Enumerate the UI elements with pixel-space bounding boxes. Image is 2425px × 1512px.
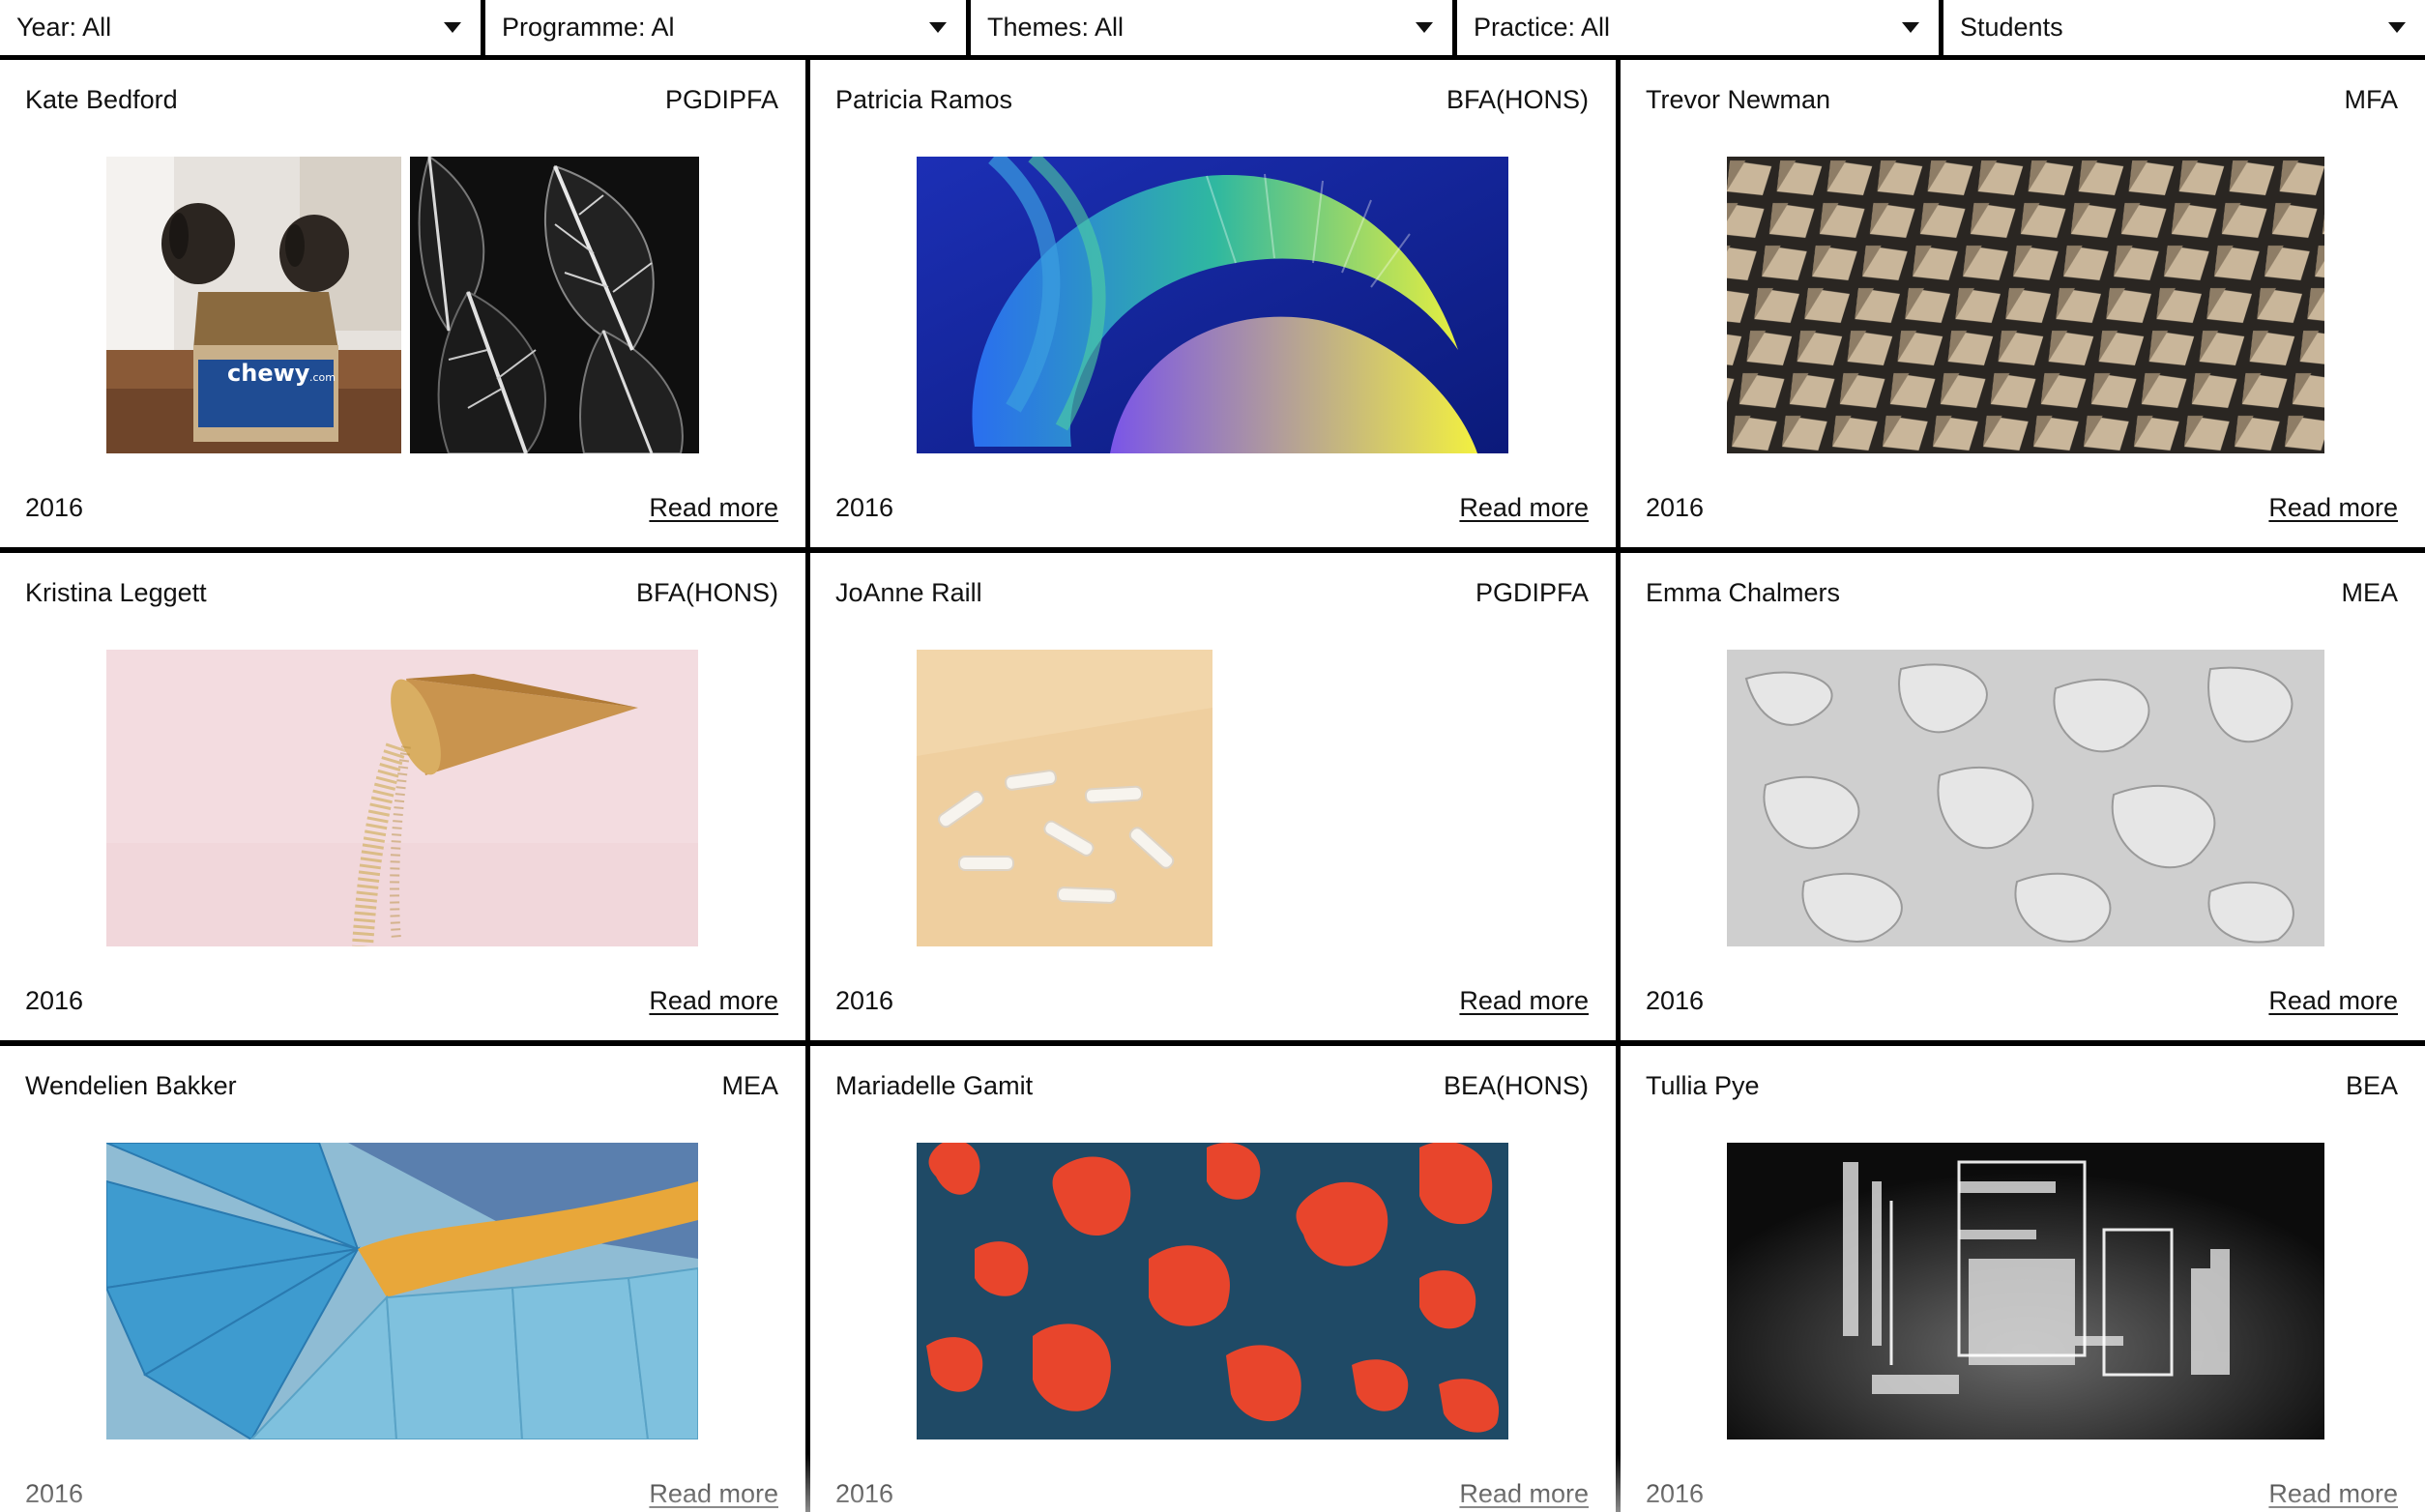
student-name: Kristina Leggett <box>25 578 207 607</box>
student-card: Kate Bedford PGDIPFA chewy .com <box>0 60 805 547</box>
grid-divider <box>805 553 810 1040</box>
programme-label: MFA <box>2344 85 2398 114</box>
year-label: 2016 <box>835 493 894 522</box>
grid-divider <box>0 1040 2425 1046</box>
artwork-image[interactable] <box>1727 650 2324 946</box>
read-more-link[interactable]: Read more <box>1459 1479 1589 1508</box>
year-filter-label: Year: All <box>16 13 112 42</box>
artwork-image[interactable] <box>917 157 1508 453</box>
students-filter-dropdown[interactable]: Students <box>1943 0 2425 55</box>
year-label: 2016 <box>1646 493 1705 522</box>
read-more-link[interactable]: Read more <box>2268 493 2398 522</box>
themes-filter-dropdown[interactable]: Themes: All <box>971 0 1457 55</box>
year-label: 2016 <box>25 1479 84 1508</box>
artwork-image[interactable] <box>106 1143 698 1439</box>
artwork-image[interactable] <box>917 650 1212 946</box>
programme-label: BFA(HONS) <box>1446 85 1589 114</box>
themes-filter-label: Themes: All <box>987 13 1125 42</box>
student-card: Tullia Pye BEA <box>1621 1046 2425 1512</box>
student-name: Mariadelle Gamit <box>835 1071 1034 1100</box>
programme-filter-dropdown[interactable]: Programme: Al <box>485 0 971 55</box>
practice-filter-dropdown[interactable]: Practice: All <box>1457 0 1943 55</box>
student-name: JoAnne Raill <box>835 578 982 607</box>
grid-divider <box>1616 553 1621 1040</box>
caret-down-icon <box>1902 22 1919 33</box>
year-label: 2016 <box>835 1479 894 1508</box>
year-filter-dropdown[interactable]: Year: All <box>0 0 485 55</box>
read-more-link[interactable]: Read more <box>2268 1479 2398 1508</box>
year-label: 2016 <box>1646 986 1705 1015</box>
student-name: Tullia Pye <box>1646 1071 1760 1100</box>
year-label: 2016 <box>835 986 894 1015</box>
programme-label: PGDIPFA <box>1475 578 1589 607</box>
student-name: Wendelien Bakker <box>25 1071 237 1100</box>
programme-label: MEA <box>2341 578 2398 607</box>
students-filter-label: Students <box>1960 13 2063 42</box>
filter-bar: Year: All Programme: Al Themes: All Prac… <box>0 0 2425 60</box>
grid-divider <box>805 1046 810 1512</box>
grid-divider <box>1616 1046 1621 1512</box>
caret-down-icon <box>2388 22 2406 33</box>
read-more-link[interactable]: Read more <box>1459 986 1589 1015</box>
student-name: Emma Chalmers <box>1646 578 1841 607</box>
programme-label: MEA <box>721 1071 778 1100</box>
artwork-image[interactable] <box>917 1143 1508 1439</box>
student-card: Patricia Ramos BFA(HONS) <box>810 60 1616 547</box>
artwork-image[interactable]: chewy .com <box>106 157 401 453</box>
read-more-link[interactable]: Read more <box>649 493 778 522</box>
student-card: JoAnne Raill PGDIPFA 2016 Read more <box>810 553 1616 1040</box>
grid-divider <box>1616 60 1621 547</box>
read-more-link[interactable]: Read more <box>649 986 778 1015</box>
caret-down-icon <box>1416 22 1433 33</box>
year-label: 2016 <box>1646 1479 1705 1508</box>
programme-label: BEA <box>2345 1071 2398 1100</box>
student-name: Patricia Ramos <box>835 85 1013 114</box>
grid-divider <box>0 547 2425 553</box>
grid-divider <box>805 60 810 547</box>
artwork-image[interactable] <box>1727 1143 2324 1439</box>
student-card: Kristina Leggett BFA(HONS) 2016 Read mor… <box>0 553 805 1040</box>
programme-label: BFA(HONS) <box>635 578 778 607</box>
student-card: Wendelien Bakker MEA <box>0 1046 805 1512</box>
programme-filter-label: Programme: Al <box>502 13 675 42</box>
student-name: Trevor Newman <box>1646 85 1831 114</box>
student-card: Trevor Newman MFA 2016 Read more <box>1621 60 2425 547</box>
practice-filter-label: Practice: All <box>1474 13 1611 42</box>
year-label: 2016 <box>25 986 84 1015</box>
read-more-link[interactable]: Read more <box>649 1479 778 1508</box>
caret-down-icon <box>929 22 947 33</box>
svg-text:chewy: chewy <box>227 360 310 387</box>
caret-down-icon <box>444 22 461 33</box>
artwork-image[interactable] <box>1727 157 2324 453</box>
student-card: Emma Chalmers MEA 2016 Read <box>1621 553 2425 1040</box>
read-more-link[interactable]: Read more <box>1459 493 1589 522</box>
artwork-image[interactable] <box>410 157 699 453</box>
svg-text:.com: .com <box>309 371 336 384</box>
programme-label: PGDIPFA <box>664 85 778 114</box>
student-grid: Kate Bedford PGDIPFA chewy .com <box>0 60 2425 1512</box>
student-name: Kate Bedford <box>25 85 178 114</box>
year-label: 2016 <box>25 493 84 522</box>
student-card: Mariadelle Gamit BEA(HONS) <box>810 1046 1616 1512</box>
read-more-link[interactable]: Read more <box>2268 986 2398 1015</box>
artwork-image[interactable] <box>106 650 698 946</box>
programme-label: BEA(HONS) <box>1443 1071 1589 1100</box>
